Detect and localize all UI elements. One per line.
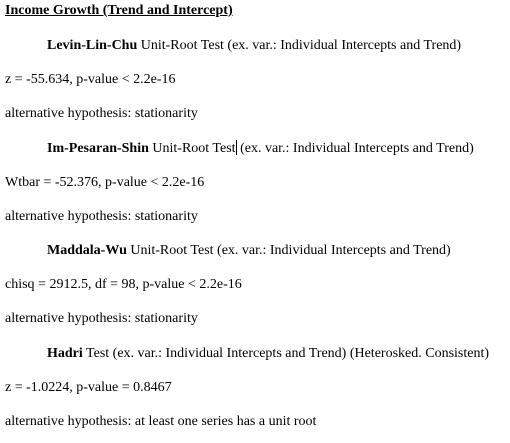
- test-alternative: alternative hypothesis: at least one ser…: [5, 414, 317, 429]
- test-description: Unit-Root Test (ex. var.: Individual Int…: [126, 243, 451, 258]
- test-description: Unit-Root Test (ex. var.: Individual Int…: [137, 38, 462, 53]
- test-name: Im-Pesaran-Shin: [47, 141, 149, 156]
- test-statistic: Wtbar = -52.376, p-value < 2.2e-16: [5, 175, 205, 190]
- text-cursor: [235, 140, 237, 155]
- document-title: Income Growth (Trend and Intercept): [5, 3, 233, 18]
- test-alternative: alternative hypothesis: stationarity: [5, 311, 198, 326]
- test-heading-maddala-wu: Maddala-Wu Unit-Root Test (ex. var.: Ind…: [47, 243, 451, 259]
- test-heading-hadri: Hadri Test (ex. var.: Individual Interce…: [47, 346, 489, 362]
- test-alternative: alternative hypothesis: stationarity: [5, 106, 198, 121]
- test-alternative: alternative hypothesis: stationarity: [5, 209, 198, 224]
- test-heading-im-pesaran-shin: Im-Pesaran-Shin Unit-Root Test (ex. var.…: [47, 140, 474, 157]
- test-name: Levin-Lin-Chu: [47, 38, 138, 53]
- test-heading-levin-lin-chu: Levin-Lin-Chu Unit-Root Test (ex. var.: …: [47, 38, 461, 54]
- test-name: Maddala-Wu: [47, 243, 127, 258]
- test-statistic: z = -1.0224, p-value = 0.8467: [5, 380, 172, 395]
- test-description: (ex. var.: Individual Intercepts and Tre…: [236, 141, 474, 156]
- test-description: Unit-Root Test: [148, 141, 236, 156]
- test-statistic: z = -55.634, p-value < 2.2e-16: [5, 72, 176, 87]
- test-description: Test (ex. var.: Individual Intercepts an…: [82, 346, 490, 361]
- test-name: Hadri: [47, 346, 83, 361]
- test-statistic: chisq = 2912.5, df = 98, p-value < 2.2e-…: [5, 277, 242, 292]
